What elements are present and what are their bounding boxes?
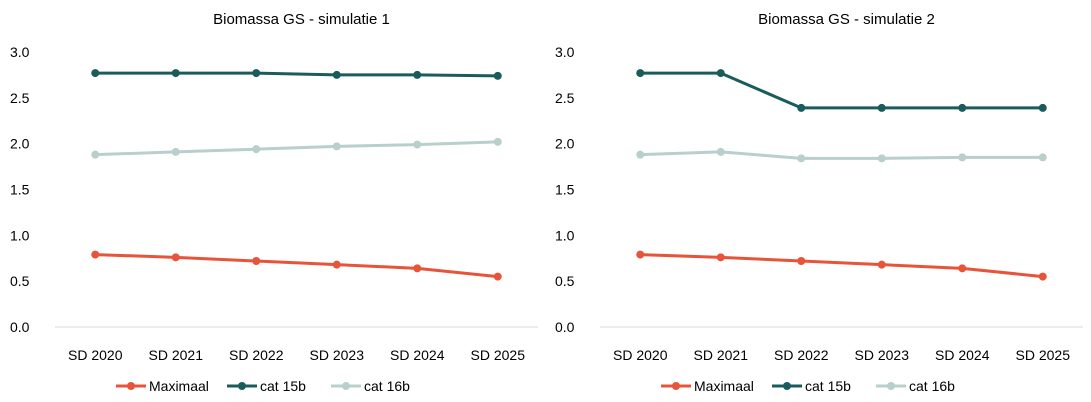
data-point: [877, 260, 886, 269]
x-tick-label: SD 2023: [855, 347, 910, 363]
x-tick-label: SD 2020: [613, 347, 668, 363]
legend-item: cat 16b: [331, 378, 410, 394]
series-line-cat-16b: [95, 140, 498, 157]
y-tick-label: 2.0: [10, 136, 30, 152]
legend-marker: [127, 382, 135, 390]
chart-title: Biomassa GS - simulatie 2: [758, 11, 935, 28]
data-point: [636, 69, 645, 78]
data-point: [1038, 103, 1047, 112]
x-tick-label: SD 2024: [390, 347, 445, 363]
x-tick-label: SD 2025: [1016, 347, 1071, 363]
y-tick-label: 0.5: [10, 273, 30, 289]
data-point: [413, 140, 422, 149]
legend-label: Maximaal: [149, 378, 209, 394]
series-line-cat-15b: [640, 71, 1043, 110]
legend-item: Maximaal: [116, 378, 209, 394]
legend-item: cat 15b: [772, 378, 851, 394]
y-tick-label: 1.0: [10, 227, 30, 243]
y-tick-label: 0.0: [555, 319, 575, 335]
y-tick-label: 2.5: [555, 90, 575, 106]
data-point: [413, 264, 422, 273]
data-point: [171, 69, 180, 78]
x-tick-label: SD 2025: [471, 347, 526, 363]
data-point: [877, 154, 886, 163]
data-point: [493, 272, 502, 281]
y-tick-label: 2.0: [555, 136, 575, 152]
legend-item: cat 15b: [227, 378, 306, 394]
legend-label: Maximaal: [694, 378, 754, 394]
y-tick-label: 1.0: [555, 227, 575, 243]
data-point: [958, 103, 967, 112]
data-point: [1038, 153, 1047, 162]
chart-svg: Biomassa GS - simulatie 2 0.0 0.5 1.0 1.5 2.0…: [555, 11, 1083, 394]
legend-label: cat 15b: [805, 378, 851, 394]
legend-item: cat 16b: [876, 378, 955, 394]
legend-marker: [672, 382, 680, 390]
legend-marker: [342, 382, 350, 390]
y-tick-label: 0.0: [10, 319, 30, 335]
data-point: [636, 150, 645, 159]
legend-marker: [887, 382, 895, 390]
legend-marker: [238, 382, 246, 390]
data-point: [332, 260, 341, 269]
chart-svg: Biomassa GS - simulatie 1 0.0 0.5 1.0 1.5 2.0…: [10, 11, 538, 394]
legend-item: Maximaal: [661, 378, 754, 394]
data-point: [171, 147, 180, 156]
data-point: [91, 250, 100, 259]
data-point: [958, 264, 967, 273]
y-tick-label: 2.5: [10, 90, 30, 106]
data-point: [716, 69, 725, 78]
series-line-cat-16b: [640, 150, 1043, 160]
x-tick-label: SD 2023: [310, 347, 365, 363]
y-tick-label: 1.5: [10, 182, 30, 198]
data-point: [91, 69, 100, 78]
y-tick-label: 3.0: [555, 44, 575, 60]
x-tick-label: SD 2022: [774, 347, 829, 363]
data-point: [636, 250, 645, 259]
legend-label: cat 16b: [909, 378, 955, 394]
data-point: [493, 137, 502, 146]
data-point: [1038, 272, 1047, 281]
x-tick-label: SD 2022: [229, 347, 284, 363]
x-tick-label: SD 2024: [935, 347, 990, 363]
data-point: [252, 69, 261, 78]
x-tick-label: SD 2021: [149, 347, 204, 363]
chart-simulatie-1: Biomassa GS - simulatie 1 0.0 0.5 1.0 1.5 2.0…: [0, 0, 545, 402]
series-line-cat-15b: [95, 71, 498, 78]
legend-marker: [783, 382, 791, 390]
legend-label: cat 15b: [260, 378, 306, 394]
data-point: [797, 257, 806, 265]
x-tick-label: SD 2021: [694, 347, 749, 363]
data-point: [493, 71, 502, 80]
data-point: [716, 147, 725, 156]
chart-title: Biomassa GS - simulatie 1: [213, 11, 390, 28]
data-point: [797, 103, 806, 112]
data-point: [413, 70, 422, 79]
data-point: [332, 142, 341, 151]
legend-label: cat 16b: [364, 378, 410, 394]
data-point: [797, 154, 806, 163]
data-point: [958, 153, 967, 162]
chart-simulatie-2: Biomassa GS - simulatie 2 0.0 0.5 1.0 1.5 2.0…: [545, 0, 1090, 402]
series-line-maximaal: [95, 253, 498, 279]
data-point: [252, 145, 261, 154]
data-point: [171, 253, 180, 262]
data-point: [332, 70, 341, 79]
y-tick-label: 0.5: [555, 273, 575, 289]
data-point: [91, 150, 100, 159]
y-tick-label: 3.0: [10, 44, 30, 60]
data-point: [252, 257, 261, 265]
series-line-maximaal: [640, 253, 1043, 279]
y-tick-label: 1.5: [555, 182, 575, 198]
data-point: [877, 103, 886, 112]
data-point: [716, 253, 725, 262]
x-tick-label: SD 2020: [68, 347, 123, 363]
